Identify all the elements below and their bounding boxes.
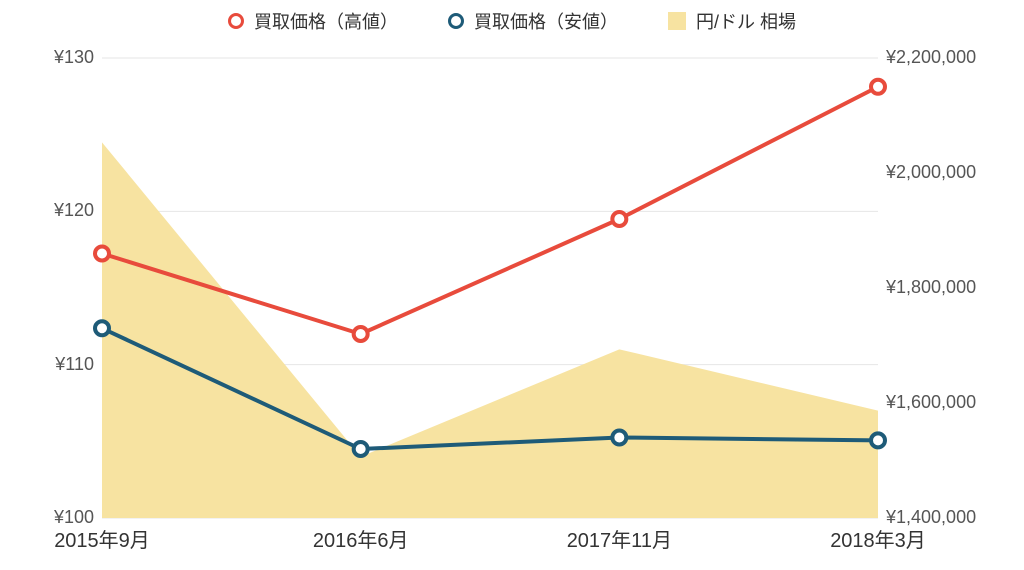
y-right-tick: ¥2,200,000 xyxy=(886,47,976,68)
x-tick: 2017年11月 xyxy=(539,524,699,553)
legend-label-high: 買取価格（高値） xyxy=(254,8,398,34)
y-right-tick: ¥1,600,000 xyxy=(886,392,976,413)
y-left-tick: ¥130 xyxy=(0,47,94,68)
x-tick: 2016年6月 xyxy=(281,524,441,553)
legend-marker-area xyxy=(668,12,686,30)
chart-legend: 買取価格（高値） 買取価格（安値） 円/ドル 相場 xyxy=(0,8,1024,34)
legend-item-high: 買取価格（高値） xyxy=(228,8,398,34)
y-right-tick: ¥1,800,000 xyxy=(886,277,976,298)
legend-label-low: 買取価格（安値） xyxy=(474,8,618,34)
chart-svg xyxy=(0,0,1024,570)
legend-marker-high xyxy=(228,13,244,29)
price-chart: 買取価格（高値） 買取価格（安値） 円/ドル 相場 ¥100¥110¥120¥1… xyxy=(0,0,1024,570)
legend-label-area: 円/ドル 相場 xyxy=(696,8,796,34)
y-right-tick: ¥2,000,000 xyxy=(886,162,976,183)
legend-marker-low xyxy=(448,13,464,29)
y-left-tick: ¥110 xyxy=(0,354,94,375)
legend-item-low: 買取価格（安値） xyxy=(448,8,618,34)
x-tick: 2018年3月 xyxy=(798,524,958,553)
legend-item-area: 円/ドル 相場 xyxy=(668,8,796,34)
x-tick: 2015年9月 xyxy=(22,524,182,553)
y-left-tick: ¥120 xyxy=(0,200,94,221)
